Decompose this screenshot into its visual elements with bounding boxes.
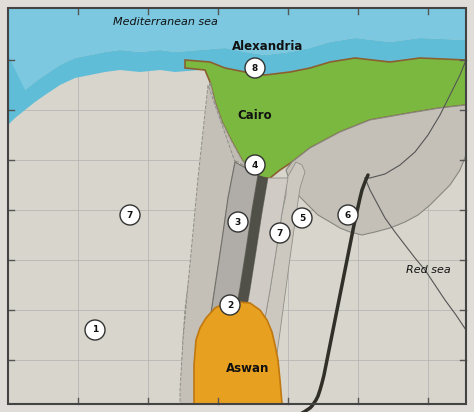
- Polygon shape: [286, 105, 466, 235]
- Polygon shape: [185, 58, 466, 178]
- Circle shape: [292, 208, 312, 228]
- Text: 6: 6: [345, 211, 351, 220]
- Circle shape: [270, 223, 290, 243]
- Circle shape: [120, 205, 140, 225]
- Polygon shape: [194, 302, 282, 404]
- Polygon shape: [220, 175, 268, 404]
- Text: Cairo: Cairo: [237, 108, 272, 122]
- Polygon shape: [180, 85, 235, 404]
- Circle shape: [338, 205, 358, 225]
- Text: 1: 1: [92, 325, 98, 335]
- Text: 2: 2: [227, 300, 233, 309]
- Polygon shape: [198, 162, 258, 404]
- Text: Mediterranean sea: Mediterranean sea: [112, 17, 218, 27]
- Circle shape: [228, 212, 248, 232]
- Circle shape: [245, 58, 265, 78]
- Text: Aswan: Aswan: [226, 361, 270, 375]
- Circle shape: [245, 155, 265, 175]
- Circle shape: [220, 295, 240, 315]
- Circle shape: [85, 320, 105, 340]
- Text: Alexandria: Alexandria: [232, 40, 304, 52]
- Polygon shape: [8, 38, 466, 125]
- Text: 4: 4: [252, 161, 258, 169]
- Polygon shape: [250, 162, 305, 404]
- Text: 8: 8: [252, 63, 258, 73]
- Polygon shape: [8, 8, 466, 108]
- Polygon shape: [182, 82, 262, 390]
- Text: 7: 7: [277, 229, 283, 237]
- Polygon shape: [230, 178, 288, 404]
- Text: 3: 3: [235, 218, 241, 227]
- Text: 7: 7: [127, 211, 133, 220]
- Text: 5: 5: [299, 213, 305, 222]
- Text: Red sea: Red sea: [406, 265, 450, 275]
